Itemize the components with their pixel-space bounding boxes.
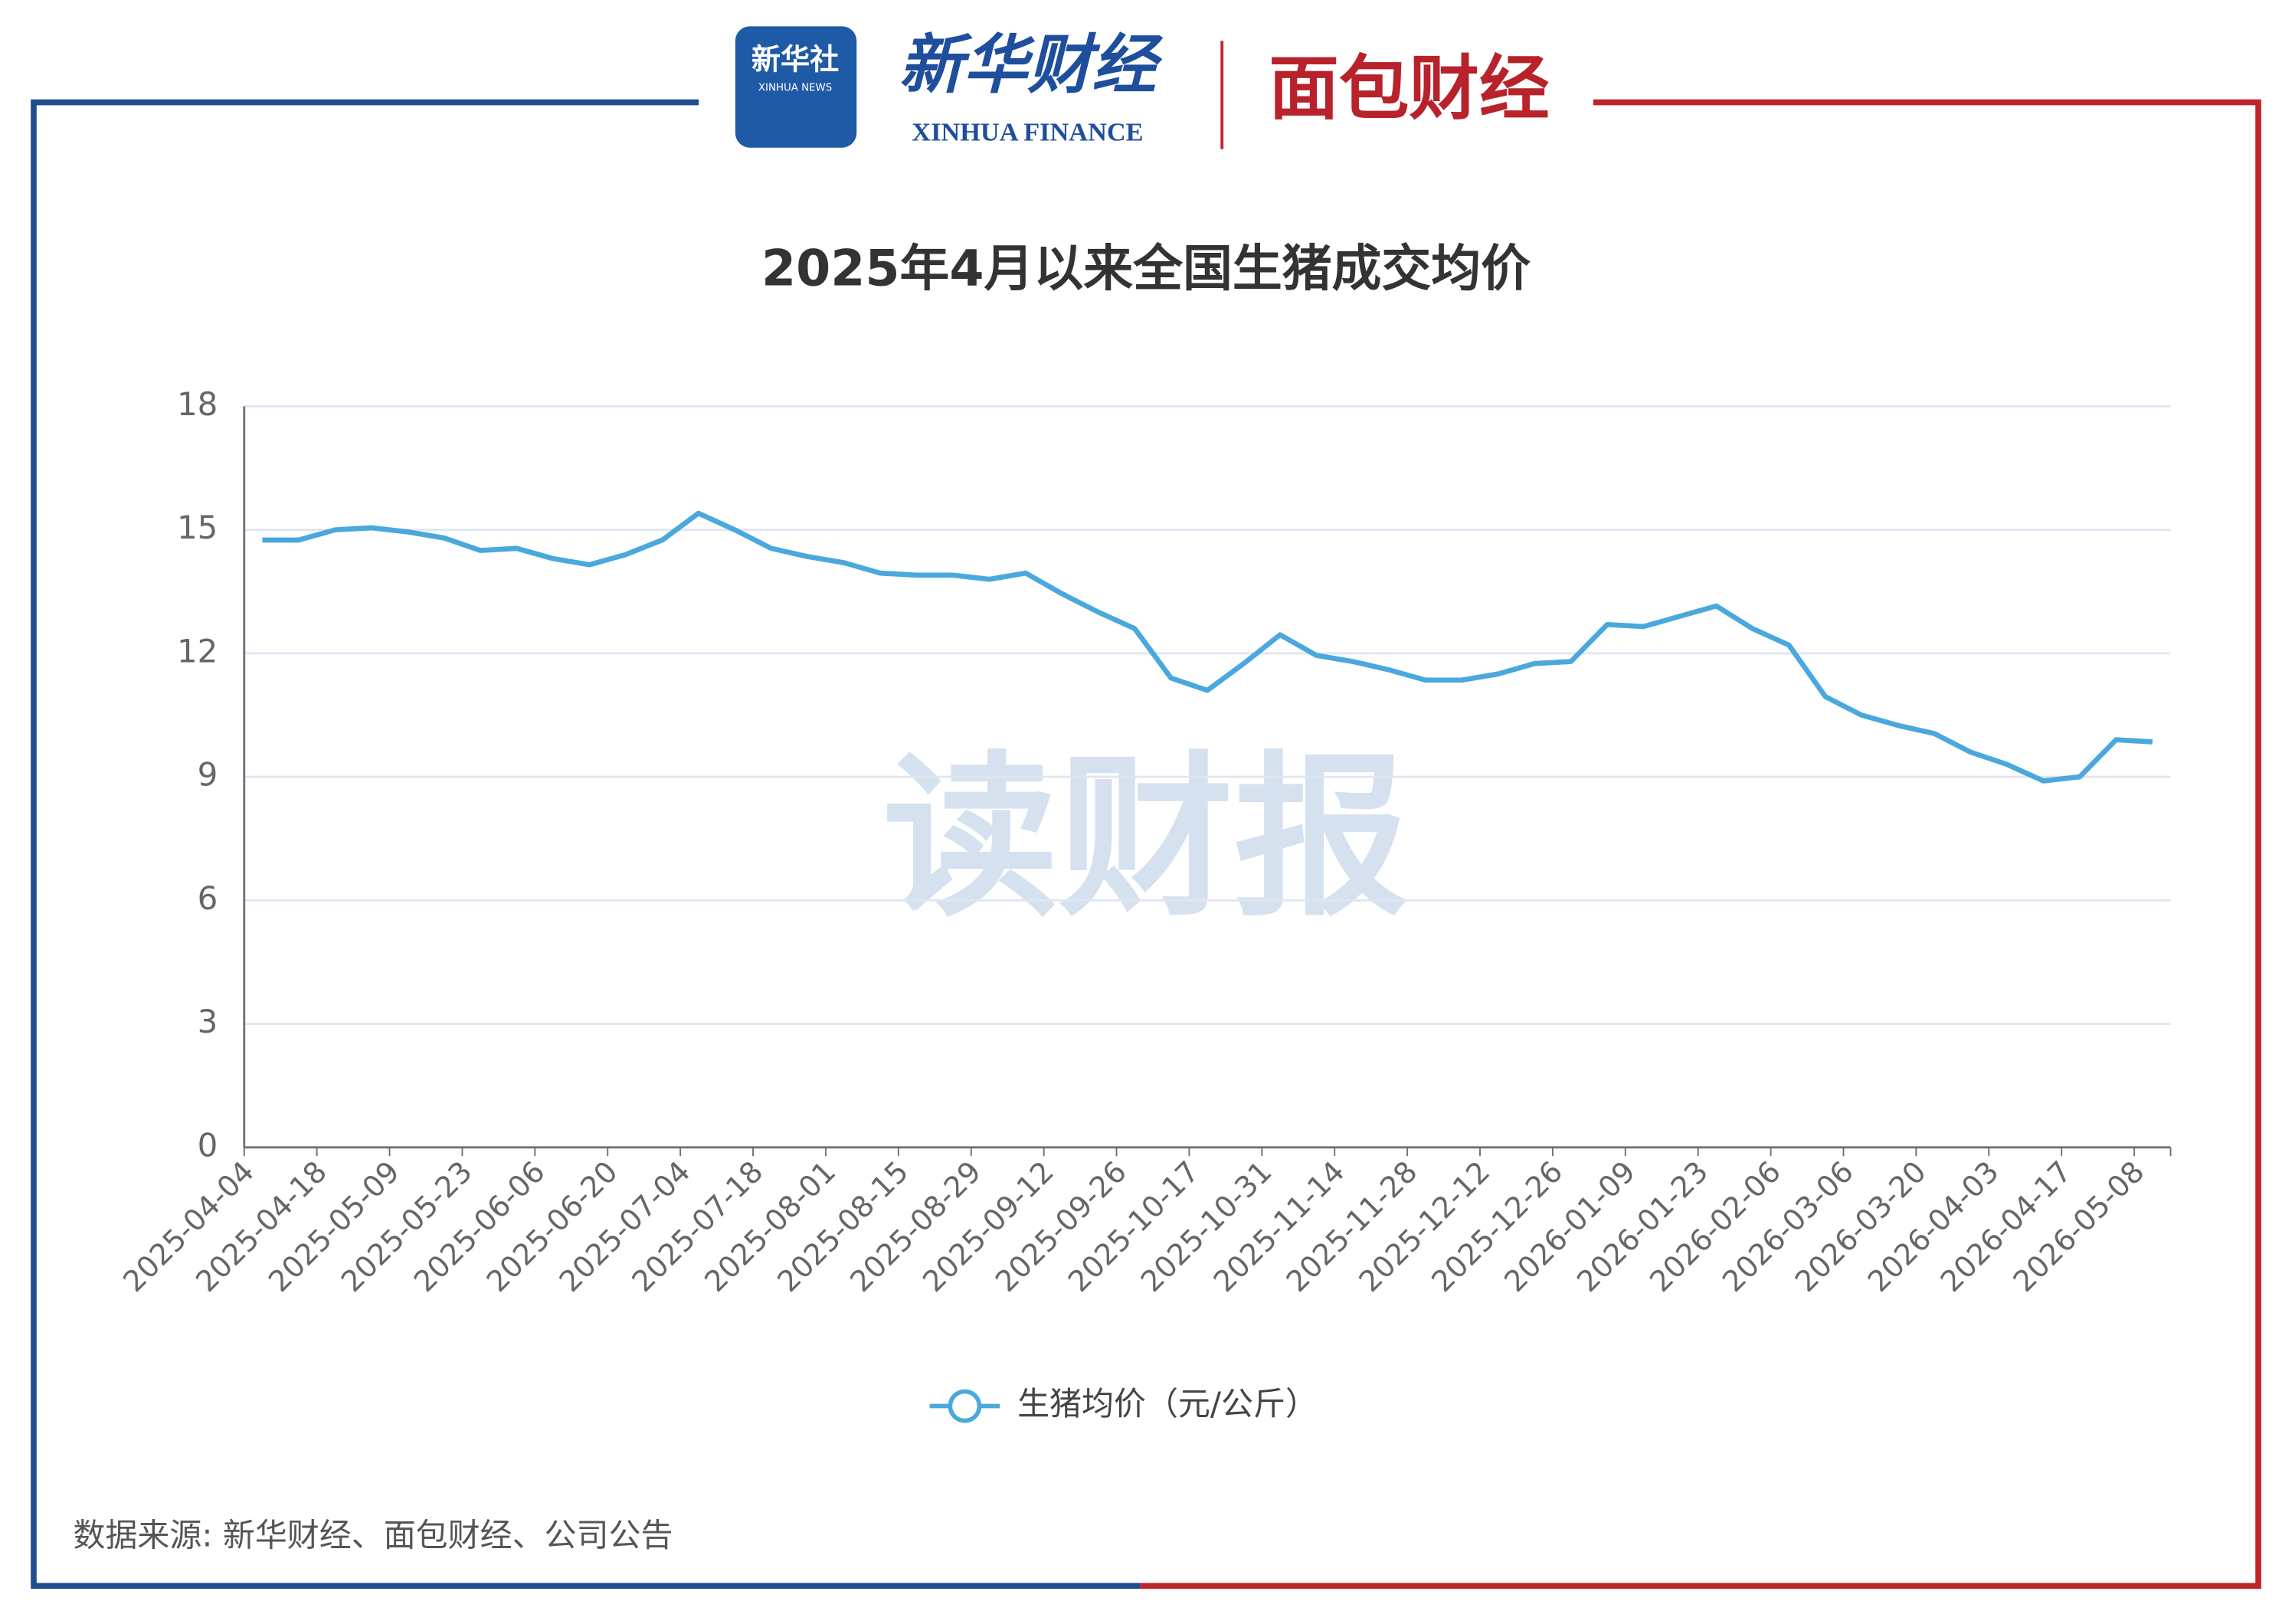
y-tick-label: 18 [177,385,218,423]
y-tick-label: 6 [198,879,218,917]
xinhua-logo-en: XINHUA NEWS [758,82,832,93]
finance-logo: 新华财经 [899,27,1164,103]
source-note: 数据来源: 新华财经、面包财经、公司公告 [74,1517,673,1554]
xinhua-logo-box [735,26,857,148]
legend-marker [948,1389,982,1423]
watermark: 读财报 [883,735,1410,940]
y-tick-label: 0 [198,1126,218,1164]
data-line [262,510,2153,784]
finance-logo-en: XINHUA FINANCE [912,117,1143,146]
chart-title: 2025年4月以来全国生猪成交均价 [761,240,1531,297]
xinhua-logo: 新华社 [751,43,839,77]
y-tick-label: 15 [177,509,218,546]
frame-left [31,99,1141,1590]
mianbao-logo: 面包财经 [1269,47,1549,129]
frame-right [1140,99,2261,1590]
y-tick-label: 3 [198,1003,218,1040]
legend-label: 生猪均价（元/公斤） [1017,1385,1318,1423]
y-tick-label: 12 [177,632,218,670]
y-tick-label: 9 [198,756,218,794]
